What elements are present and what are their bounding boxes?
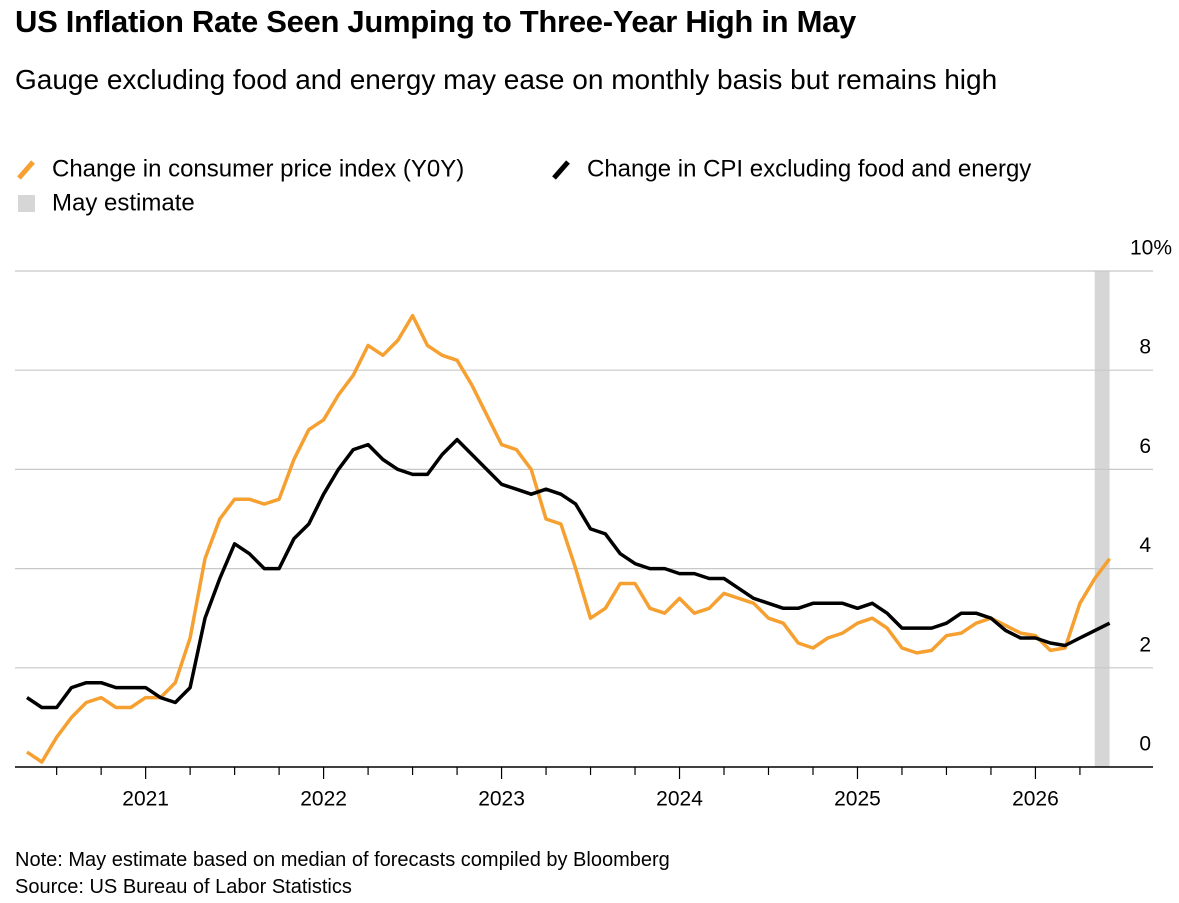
chart-subtitle: Gauge excluding food and energy may ease… (15, 64, 998, 95)
y-tick-label: 0 (1139, 733, 1151, 756)
chart-title: US Inflation Rate Seen Jumping to Three-… (15, 4, 856, 39)
x-tick-label: 2025 (834, 788, 881, 811)
legend-swatch (552, 160, 570, 180)
x-tick-label: 2023 (478, 788, 525, 811)
series-line (26, 437, 1111, 710)
note: Note: May estimate based on median of fo… (15, 849, 670, 871)
highlight-band (1094, 271, 1110, 767)
chart: Change in consumer price index (Y0Y) Chan… (15, 155, 1172, 811)
legend-label: May estimate (52, 189, 195, 216)
source: Source: US Bureau of Labor Statistics (15, 876, 352, 898)
x-tick-label: 2021 (122, 788, 169, 811)
y-tick-label: 2 (1139, 633, 1151, 656)
series-line (26, 313, 1112, 764)
y-tick-label: 4 (1139, 534, 1151, 557)
legend-label: Change in CPI excluding food and energy (587, 155, 1031, 182)
x-tick-label: 2024 (656, 788, 703, 811)
legend-swatch (17, 160, 35, 180)
y-tick-label: 8 (1139, 336, 1151, 359)
x-tick-label: 2022 (300, 788, 347, 811)
y-tick-label: 6 (1139, 435, 1151, 458)
legend-label: Change in consumer price index (Y0Y) (52, 155, 464, 182)
y-tick-label: 10% (1130, 237, 1172, 260)
x-tick-label: 2026 (1012, 788, 1059, 811)
legend-swatch (18, 195, 35, 212)
